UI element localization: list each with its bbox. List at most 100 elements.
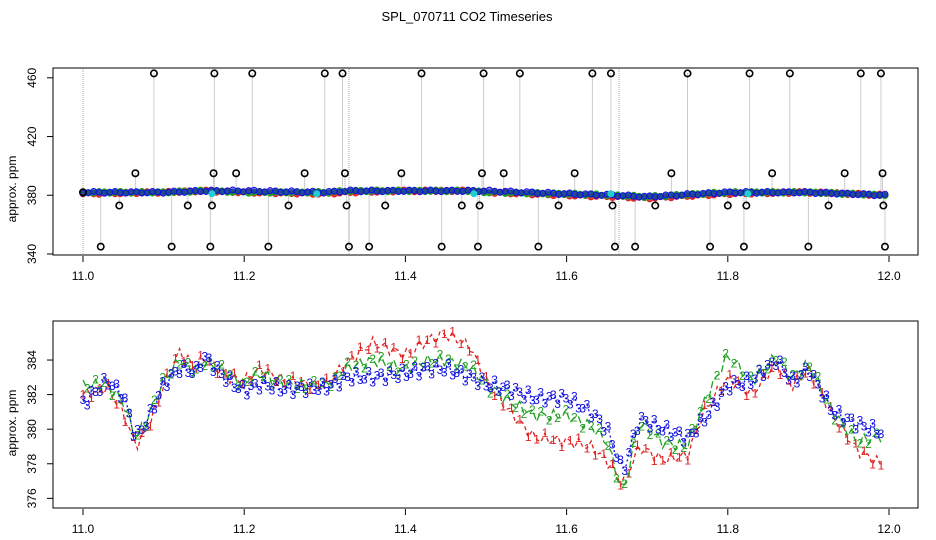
outlier-point (651, 201, 660, 210)
series-point-label-3: 3 (525, 383, 532, 397)
series-point-label-3: 3 (512, 380, 519, 394)
series-point-label-1: 1 (617, 479, 624, 493)
series-point-label-3: 3 (726, 384, 733, 398)
series-point-label-3: 3 (264, 380, 271, 394)
outlier-point (667, 169, 676, 178)
outlier-point (631, 242, 640, 251)
bottom-x-axis: 11.0 11.2 11.4 11.6 11.8 12.0 (72, 509, 901, 536)
series-point-label-3: 3 (323, 385, 330, 399)
series-point-label-3: 3 (802, 360, 809, 374)
series-point-label-3: 3 (634, 424, 641, 438)
series-point-label-3: 3 (453, 366, 460, 380)
outlier-point (338, 69, 347, 78)
series-point-label-1: 1 (88, 391, 95, 405)
top-series-point-blue (881, 190, 889, 198)
outlier-point (878, 169, 887, 178)
series-point-label-2: 2 (235, 380, 242, 394)
outlier-point (479, 69, 488, 78)
series-point-label-3: 3 (306, 376, 313, 390)
outlier-point (606, 69, 615, 78)
outlier-point (210, 69, 219, 78)
series-point-label-3: 3 (546, 389, 553, 403)
series-point-label-1: 1 (533, 432, 540, 446)
series-point-label-1: 1 (382, 336, 389, 350)
series-point-label-3: 3 (432, 357, 439, 371)
series-point-label-3: 3 (134, 422, 141, 436)
series-point-label-2: 2 (756, 362, 763, 376)
outlier-point (804, 242, 813, 251)
outlier-point (739, 242, 748, 251)
series-point-label-3: 3 (537, 386, 544, 400)
series-point-label-3: 3 (642, 413, 649, 427)
series-point-label-1: 1 (500, 399, 507, 413)
outlier-point (381, 201, 390, 210)
series-point-label-3: 3 (180, 357, 187, 371)
top-panel: approx. ppm 11.0 11.2 11.4 11.6 11.8 12.0 340… (5, 67, 919, 283)
series-point-label-3: 3 (210, 365, 217, 379)
outlier-point (610, 242, 619, 251)
series-point-label-3: 3 (353, 364, 360, 378)
series-point-label-3: 3 (743, 369, 750, 383)
top-x-tick-label: 11.6 (555, 269, 578, 283)
bottom-panel: approx. ppm 11.0 11.2 11.4 11.6 11.8 12.0 376… (5, 320, 919, 536)
series-point-label-3: 3 (500, 380, 507, 394)
series-point-label-3: 3 (747, 378, 754, 392)
outlier-point (417, 69, 426, 78)
series-point-label-3: 3 (672, 425, 679, 439)
series-point-label-1: 1 (365, 343, 372, 357)
series-point-label-1: 1 (508, 401, 515, 415)
bottom-y-axis: 376 378 380 382 384 (25, 350, 53, 508)
series-point-label-1: 1 (239, 377, 246, 391)
series-point-label-3: 3 (311, 383, 318, 397)
series-point-label-2: 2 (437, 348, 444, 362)
outlier-point (320, 69, 329, 78)
series-point-label-2: 2 (798, 368, 805, 382)
series-point-label-3: 3 (365, 365, 372, 379)
series-point-label-3: 3 (815, 378, 822, 392)
bottom-x-tick-label: 11.2 (233, 522, 256, 536)
series-point-label-2: 2 (722, 346, 729, 360)
outlier-point (397, 169, 406, 178)
series-point-label-1: 1 (810, 378, 817, 392)
top-series-point-cyan (208, 190, 216, 198)
series-point-label-2: 2 (479, 374, 486, 388)
series-point-label-3: 3 (705, 408, 712, 422)
series-point-label-1: 1 (189, 358, 196, 372)
outlier-point (206, 242, 215, 251)
series-point-label-2: 2 (361, 362, 368, 376)
series-point-label-3: 3 (277, 386, 284, 400)
series-point-label-1: 1 (458, 337, 465, 351)
top-y-tick-label: 420 (25, 126, 39, 146)
series-point-label-3: 3 (659, 424, 666, 438)
series-point-label-3: 3 (647, 422, 654, 436)
series-point-label-1: 1 (768, 361, 775, 375)
series-point-label-3: 3 (571, 389, 578, 403)
series-point-label-1: 1 (693, 423, 700, 437)
series-point-label-1: 1 (399, 352, 406, 366)
series-point-label-2: 2 (185, 355, 192, 369)
series-point-label-3: 3 (483, 379, 490, 393)
series-point-label-3: 3 (290, 388, 297, 402)
series-point-label-1: 1 (214, 367, 221, 381)
series-point-label-1: 1 (374, 341, 381, 355)
series-point-label-1: 1 (516, 413, 523, 427)
series-point-label-1: 1 (332, 369, 339, 383)
series-point-label-1: 1 (147, 420, 154, 434)
series-point-label-2: 2 (344, 355, 351, 369)
series-point-label-2: 2 (512, 401, 519, 415)
series-point-label-3: 3 (773, 359, 780, 373)
series-point-label-2: 2 (218, 357, 225, 371)
series-point-label-2: 2 (529, 403, 536, 417)
series-point-label-3: 3 (810, 367, 817, 381)
series-point-label-3: 3 (176, 367, 183, 381)
series-point-label-3: 3 (227, 369, 234, 383)
series-point-label-1: 1 (659, 453, 666, 467)
series-point-label-3: 3 (256, 384, 263, 398)
outlier-point (209, 169, 218, 178)
series-point-label-3: 3 (84, 398, 91, 412)
series-point-label-3: 3 (554, 397, 561, 411)
series-point-label-3: 3 (701, 415, 708, 429)
series-point-label-3: 3 (117, 391, 124, 405)
series-point-label-1: 1 (676, 451, 683, 465)
series-point-label-3: 3 (332, 372, 339, 386)
